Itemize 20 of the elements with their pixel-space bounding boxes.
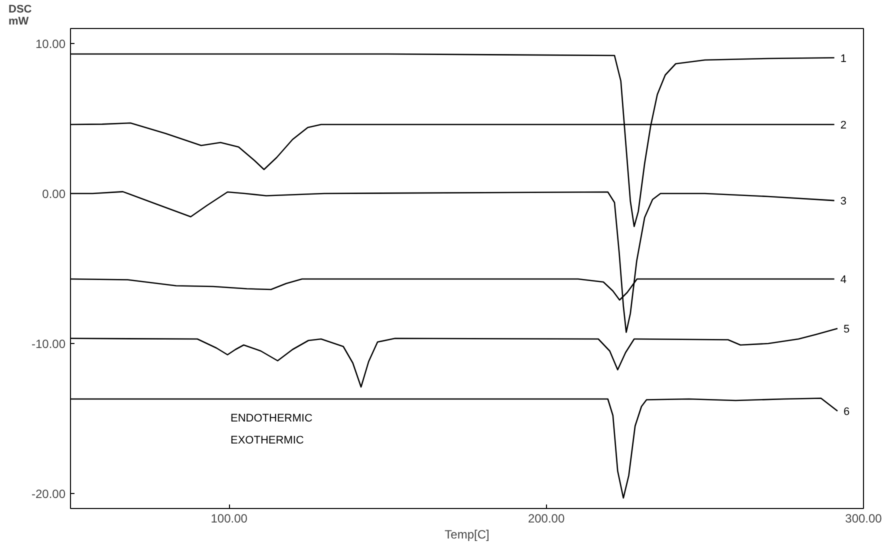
series-label: 3 (840, 196, 846, 208)
series-label: 5 (843, 324, 850, 336)
series-label: 4 (840, 274, 846, 286)
line-series (70, 398, 838, 499)
y-tick-label: 10.00 (35, 37, 66, 51)
series-label: 6 (843, 406, 850, 418)
x-tick-label: 100.00 (210, 512, 248, 526)
x-tick-label: 300.00 (845, 512, 882, 526)
y-tick-label: -10.00 (31, 337, 66, 351)
series-label: 2 (840, 120, 846, 132)
x-tick-label: 200.00 (528, 512, 565, 526)
annotation: ENDOTHERMIC (230, 412, 312, 424)
series-label: 1 (840, 52, 846, 65)
y-axis-title: DSC mW (8, 4, 32, 28)
x-axis-title: Temp[C] (444, 528, 490, 542)
y-tick-label: -20.00 (31, 487, 66, 501)
y-tick-label: 0.00 (42, 187, 66, 201)
line-series (70, 53, 835, 228)
line-series (70, 328, 838, 388)
annotation: EXOTHERMIC (230, 434, 304, 446)
